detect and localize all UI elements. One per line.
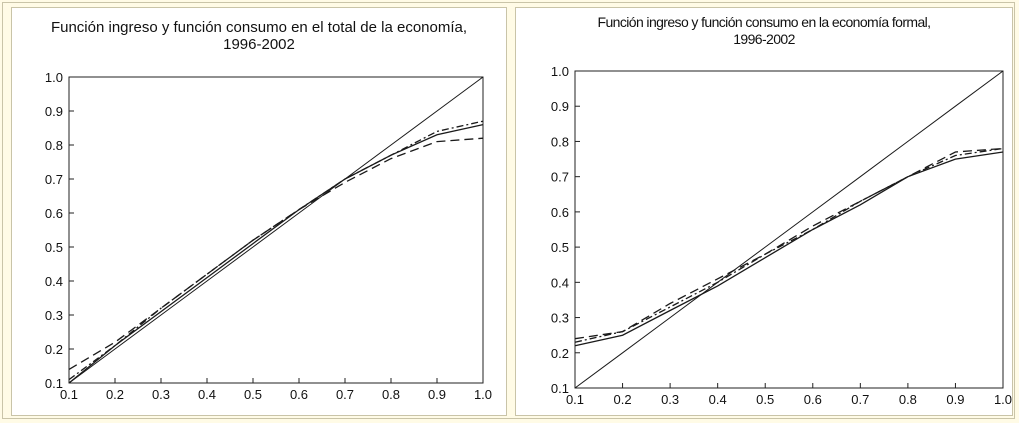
y-tick-label: 0.6 — [45, 206, 63, 221]
y-tick-label: 0.4 — [551, 275, 569, 290]
series-line-2 — [68, 123, 484, 384]
x-tick-label: 0.7 — [336, 387, 354, 402]
series-line-4 — [68, 137, 484, 370]
plot-area — [574, 70, 1004, 389]
series-line-1 — [68, 76, 484, 384]
y-tick-label: 1.0 — [551, 64, 569, 79]
x-tick-label: 0.8 — [382, 387, 400, 402]
x-tick-label: 0.7 — [851, 392, 869, 407]
chart-panel-total-economy: Función ingreso y función consumo en el … — [11, 7, 507, 416]
x-tick-label: 1.0 — [994, 392, 1012, 407]
y-tick-label: 0.5 — [551, 240, 569, 255]
y-tick-label: 0.5 — [45, 240, 63, 255]
chart-title-line-1: Función ingreso y función consumo en la … — [597, 14, 932, 30]
chart-title: Función ingreso y función consumo en la … — [516, 14, 1012, 48]
chart-panel-formal-economy: Función ingreso y función consumo en la … — [515, 7, 1013, 416]
y-tick-label: 0.9 — [45, 104, 63, 119]
series-line-3 — [574, 147, 1004, 343]
x-tick-label: 0.4 — [198, 387, 216, 402]
x-tick-label: 0.9 — [428, 387, 446, 402]
line-chart-total-economy: 0.1 0.2 0.3 0.4 0.5 0.6 0.7 0.8 0.9 1.0 0.1 0.2 0.3 0… — [45, 70, 492, 402]
x-tick-label: 0.1 — [566, 392, 584, 407]
x-tick-label: 0.6 — [804, 392, 822, 407]
y-tick-label: 0.4 — [45, 274, 63, 289]
x-tick-label: 0.9 — [946, 392, 964, 407]
y-tick-label: 0.3 — [45, 308, 63, 323]
x-tick-label: 0.8 — [899, 392, 917, 407]
x-tick-label: 0.3 — [152, 387, 170, 402]
x-tick-label: 0.5 — [244, 387, 262, 402]
x-tick-label: 0.4 — [709, 392, 727, 407]
series-line-3 — [68, 120, 484, 381]
y-tick-label: 0.8 — [551, 134, 569, 149]
x-tick-label: 0.5 — [756, 392, 774, 407]
chart-title: Función ingreso y función consumo en el … — [12, 19, 506, 53]
y-tick-label: 1.0 — [45, 70, 63, 85]
y-tick-label: 0.1 — [45, 376, 63, 391]
x-tick-label: 1.0 — [474, 387, 492, 402]
series-line-1 — [574, 70, 1004, 389]
y-tick-label: 0.1 — [551, 381, 569, 396]
chart-title-line-2: 1996-2002 — [223, 36, 295, 53]
y-tick-label: 0.7 — [551, 170, 569, 185]
x-tick-label: 0.3 — [661, 392, 679, 407]
x-tick-label: 0.2 — [614, 392, 632, 407]
y-tick-label: 0.7 — [45, 172, 63, 187]
line-chart-formal-economy: 0.1 0.2 0.3 0.4 0.5 0.6 0.7 0.8 0.9 1.0 0.1 0.2 0.3 0… — [551, 64, 1012, 407]
y-tick-label: 0.8 — [45, 138, 63, 153]
y-tick-label: 0.9 — [551, 99, 569, 114]
plot-area — [68, 76, 484, 384]
y-tick-label: 0.3 — [551, 311, 569, 326]
x-tick-label: 0.2 — [106, 387, 124, 402]
y-tick-label: 0.6 — [551, 205, 569, 220]
y-tick-label: 0.2 — [45, 342, 63, 357]
chart-title-line-2: 1996-2002 — [733, 31, 795, 47]
y-tick-label: 0.2 — [551, 346, 569, 361]
chart-title-line-1: Función ingreso y función consumo en el … — [50, 19, 468, 36]
series-line-2 — [574, 151, 1004, 347]
series-line-4 — [574, 147, 1004, 340]
x-tick-label: 0.1 — [60, 387, 78, 402]
x-tick-label: 0.6 — [290, 387, 308, 402]
